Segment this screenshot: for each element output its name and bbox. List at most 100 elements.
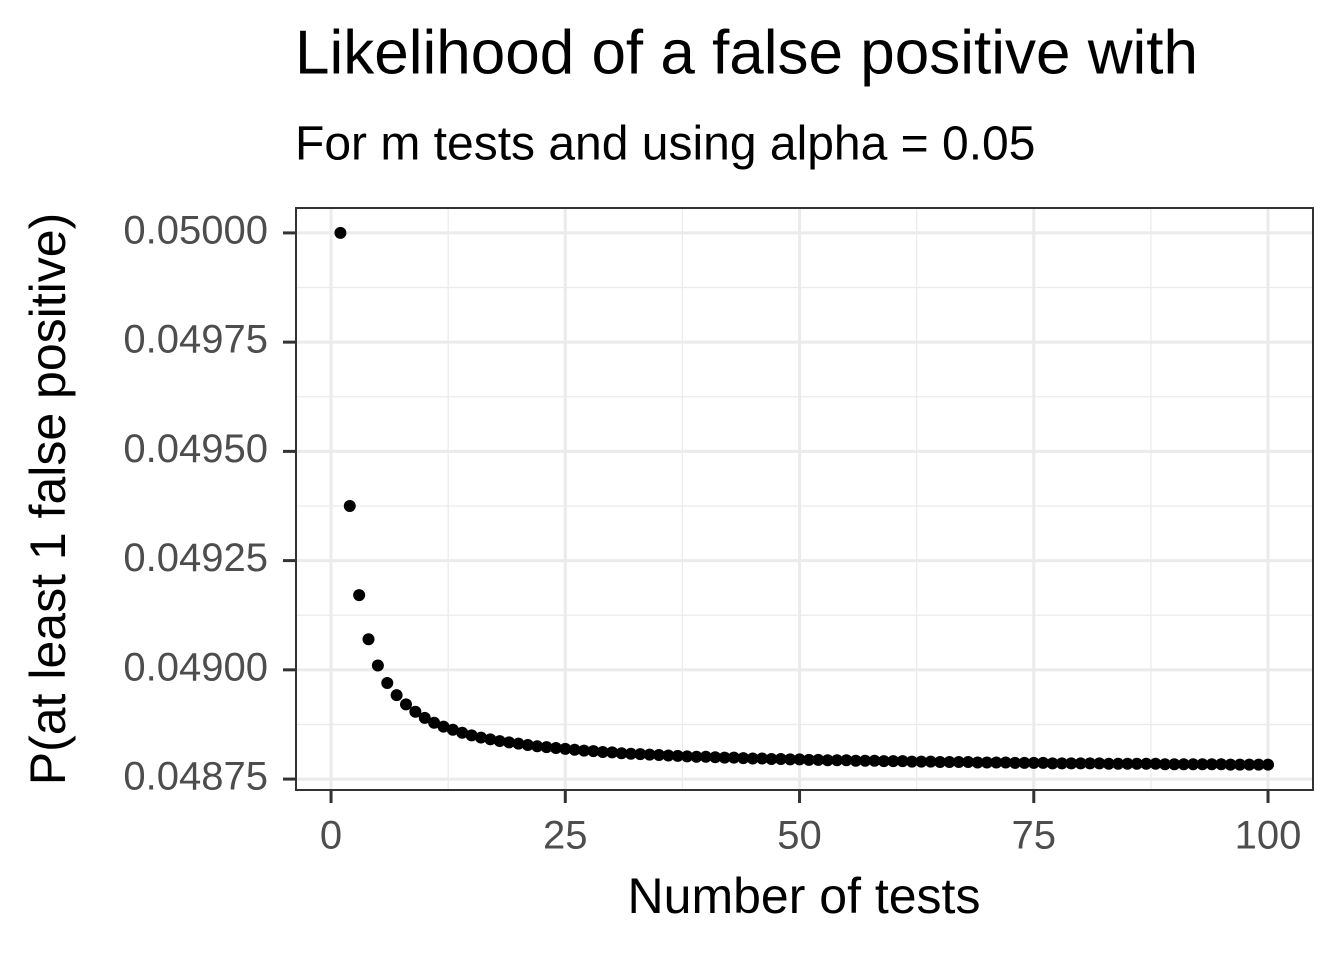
point — [877, 755, 890, 768]
point — [353, 589, 366, 602]
point — [643, 748, 656, 761]
point — [905, 755, 918, 768]
point — [943, 756, 956, 769]
point — [1149, 757, 1162, 770]
point — [999, 756, 1012, 769]
point — [1205, 758, 1218, 771]
point — [1243, 758, 1256, 771]
x-tick-label: 75 — [1012, 814, 1057, 858]
point — [1121, 757, 1134, 770]
point — [409, 705, 422, 718]
point — [1102, 757, 1115, 770]
y-tick-label: 0.04900 — [123, 645, 268, 689]
point — [662, 749, 675, 762]
point — [681, 750, 694, 763]
point — [756, 752, 769, 765]
y-tick-label: 0.04875 — [123, 755, 268, 799]
point — [962, 756, 975, 769]
point — [934, 756, 947, 769]
point — [334, 226, 347, 239]
point — [924, 755, 937, 768]
point — [718, 751, 731, 764]
point — [596, 745, 609, 758]
point — [484, 733, 497, 746]
point — [474, 731, 487, 744]
point — [1158, 758, 1171, 771]
point — [671, 749, 684, 762]
point — [765, 752, 778, 765]
point — [1177, 758, 1190, 771]
point — [849, 754, 862, 767]
point — [812, 753, 825, 766]
point — [802, 753, 815, 766]
point — [1233, 758, 1246, 771]
x-tick-label: 50 — [777, 814, 822, 858]
point — [362, 633, 375, 646]
point — [371, 659, 384, 672]
x-tick-label: 25 — [543, 814, 588, 858]
point — [980, 756, 993, 769]
point — [709, 751, 722, 764]
panel-border — [295, 207, 1314, 791]
y-tick-label: 0.04975 — [123, 318, 268, 362]
y-axis-title: P(at least 1 false positive) — [20, 213, 76, 786]
point — [578, 744, 591, 757]
point — [1009, 756, 1022, 769]
point — [1037, 756, 1050, 769]
point — [887, 755, 900, 768]
point — [1093, 757, 1106, 770]
point — [774, 752, 787, 765]
point — [652, 749, 665, 762]
point — [859, 754, 872, 767]
point — [531, 740, 544, 753]
point — [1187, 758, 1200, 771]
point — [559, 742, 572, 755]
point — [690, 750, 703, 763]
point — [1055, 757, 1068, 770]
point — [1140, 757, 1153, 770]
point — [1224, 758, 1237, 771]
point — [915, 755, 928, 768]
point — [606, 746, 619, 759]
point — [493, 735, 506, 748]
point — [1027, 756, 1040, 769]
point — [737, 752, 750, 765]
point — [1215, 758, 1228, 771]
point — [1112, 757, 1125, 770]
chart-subtitle: For m tests and using alpha = 0.05 — [295, 118, 1035, 171]
point — [699, 750, 712, 763]
point — [418, 711, 431, 724]
point — [831, 754, 844, 767]
y-tick-label: 0.04950 — [123, 427, 268, 471]
point — [896, 755, 909, 768]
point — [381, 676, 394, 689]
point — [971, 756, 984, 769]
point — [1252, 758, 1265, 771]
point — [821, 754, 834, 767]
point — [343, 499, 356, 512]
point — [793, 753, 806, 766]
point — [540, 741, 553, 754]
x-axis-title: Number of tests — [628, 868, 981, 924]
x-tick-label: 100 — [1235, 814, 1302, 858]
point — [746, 752, 759, 765]
point — [727, 751, 740, 764]
point — [990, 756, 1003, 769]
point — [1074, 757, 1087, 770]
point — [1083, 757, 1096, 770]
point — [634, 748, 647, 761]
point — [1262, 758, 1275, 771]
point — [503, 736, 516, 749]
point — [549, 742, 562, 755]
point — [1018, 756, 1031, 769]
point — [624, 747, 637, 760]
point — [568, 743, 581, 756]
point — [521, 738, 534, 751]
x-tick-label: 0 — [320, 814, 342, 858]
chart-title: Likelihood of a false positive with — [295, 18, 1198, 87]
point — [840, 754, 853, 767]
point — [400, 698, 413, 711]
point — [868, 754, 881, 767]
point — [437, 720, 450, 733]
